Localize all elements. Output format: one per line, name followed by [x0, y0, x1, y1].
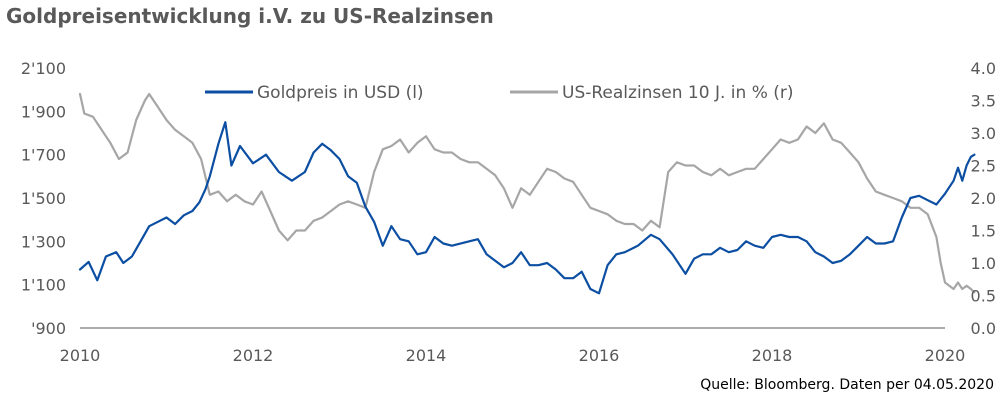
y-left-tick-label: 1'900 [21, 102, 66, 121]
plot-area [78, 92, 976, 295]
y-right-tick-label: 2.5 [971, 157, 996, 176]
series-line-realzinsen [78, 92, 976, 294]
y-right-tick-label: 2.0 [971, 189, 996, 208]
source-note: Quelle: Bloomberg. Daten per 04.05.2020 [700, 377, 994, 393]
legend: Goldpreis in USD (l) US-Realzinsen 10 J. … [205, 83, 794, 103]
x-tick-label: 2020 [925, 346, 966, 365]
x-tick-label: 2012 [233, 346, 274, 365]
y-right-tick-label: 1.5 [971, 222, 996, 241]
x-tick-label: 2018 [752, 346, 793, 365]
axes: 2010 2012 2014 2016 2018 2020 '900 1'100 1'300 1'… [21, 59, 996, 365]
series-line-goldpreis [78, 121, 976, 295]
y-left-tick-label: 1'300 [21, 232, 66, 251]
y-left-tick-label: 1'500 [21, 189, 66, 208]
y-left-tick-label: 2'100 [21, 59, 66, 78]
y-left-tick-label: 1'100 [21, 276, 66, 295]
x-tick-label: 2010 [60, 346, 101, 365]
y-left-tick-label: 1'700 [21, 146, 66, 165]
legend-label: Goldpreis in USD (l) [257, 83, 424, 103]
y-right-tick-label: 3.5 [971, 92, 996, 111]
chart-title: Goldpreisentwicklung i.V. zu US-Realzins… [6, 4, 494, 28]
y-right-tick-label: 1.0 [971, 254, 996, 273]
y-left-tick-label: '900 [31, 319, 66, 338]
y-right-tick-label: 0.5 [971, 287, 996, 306]
y-right-tick-label: 0.0 [971, 319, 996, 338]
y-right-tick-label: 4.0 [971, 59, 996, 78]
x-tick-label: 2014 [406, 346, 447, 365]
legend-label: US-Realzinsen 10 J. in % (r) [562, 83, 794, 103]
x-tick-label: 2016 [579, 346, 620, 365]
y-right-tick-label: 3.0 [971, 124, 996, 143]
